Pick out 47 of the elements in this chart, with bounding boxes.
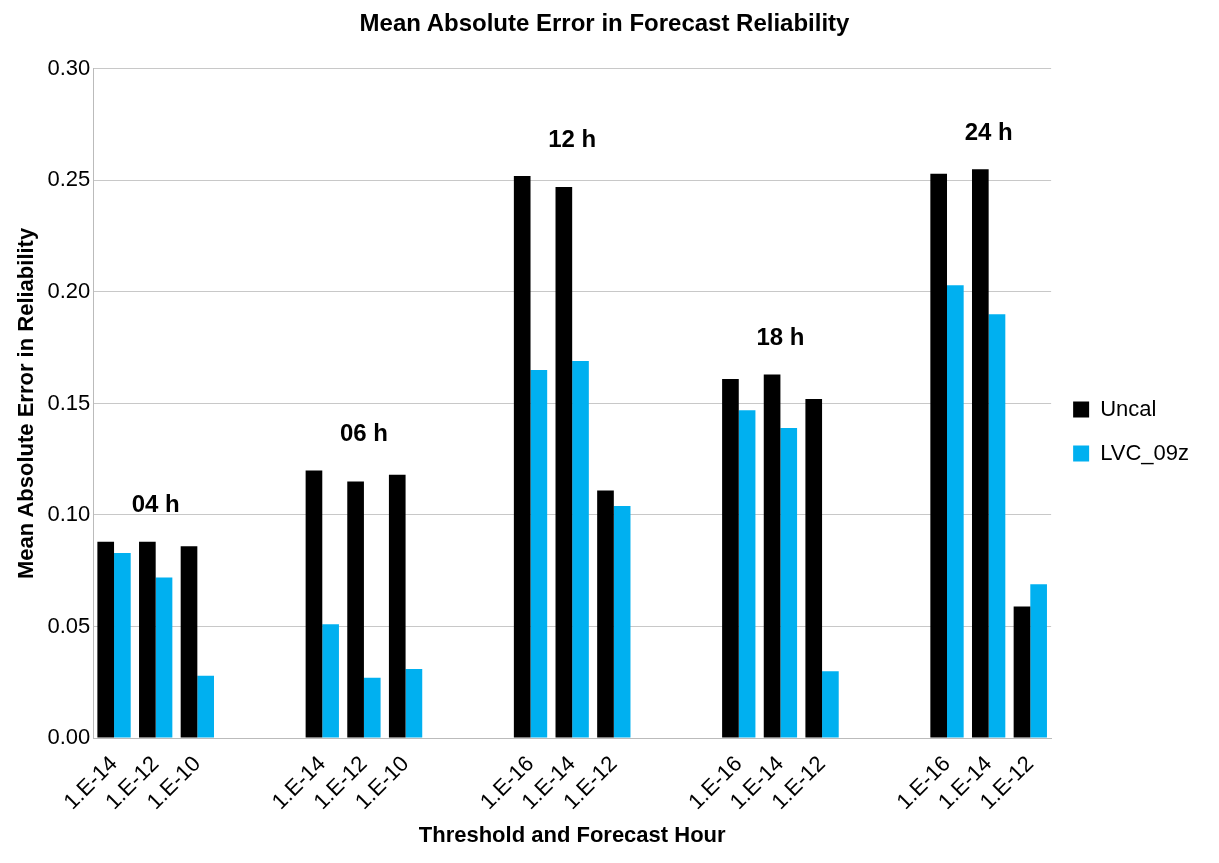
bar (780, 427, 798, 738)
bar (805, 398, 823, 738)
bar (947, 285, 964, 738)
legend-label: LVC_09z (1100, 439, 1189, 465)
bar (822, 671, 839, 738)
annotation: 18 h (756, 323, 805, 351)
y-tick-label: 0.20 (47, 277, 91, 303)
bar (513, 175, 531, 738)
bar (114, 552, 131, 738)
bar (1013, 606, 1031, 738)
bar (763, 374, 781, 738)
bar (972, 169, 989, 738)
bar (738, 410, 756, 738)
bar (722, 378, 739, 738)
bar (363, 677, 381, 738)
bar (572, 361, 589, 738)
legend-label: Uncal (1100, 395, 1157, 421)
bar (530, 369, 548, 738)
bar (322, 624, 339, 738)
bar (555, 187, 573, 738)
annotation: 06 h (339, 419, 388, 446)
bar (1030, 584, 1047, 738)
chart-title: Mean Absolute Error in Forecast Reliability (359, 9, 851, 37)
bar (930, 173, 948, 738)
bar (347, 481, 364, 738)
bar (155, 577, 173, 738)
bar (988, 314, 1006, 738)
bar (405, 668, 423, 738)
y-tick-label: 0.30 (47, 54, 91, 80)
bar (180, 546, 198, 738)
annotation: 04 h (131, 490, 180, 518)
y-tick-label: 0.15 (47, 389, 91, 415)
bar (139, 541, 156, 738)
y-tick-label: 0.05 (47, 612, 91, 638)
y-tick-label: 0.10 (47, 501, 91, 527)
bar (388, 474, 406, 738)
annotation: 12 h (548, 124, 597, 152)
bar (613, 506, 631, 738)
bar (597, 490, 614, 738)
annotation: 24 h (964, 117, 1013, 145)
bar (97, 541, 115, 738)
x-axis-title: Threshold and Forecast Hour (418, 821, 727, 847)
y-axis-title: Mean Absolute Error in Reliability (13, 227, 39, 580)
bar (305, 470, 323, 738)
bar (197, 675, 214, 738)
y-tick-label: 0.00 (47, 724, 91, 750)
y-tick-label: 0.25 (47, 166, 91, 192)
